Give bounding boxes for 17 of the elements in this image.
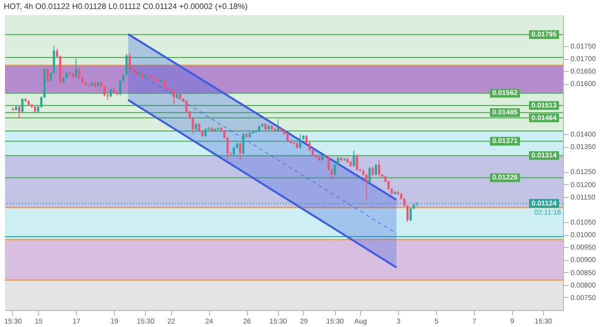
candlestick [21,98,24,113]
candlestick [78,68,80,80]
candlestick [74,58,78,78]
candlestick [128,53,131,70]
candlestick [365,173,368,202]
candlestick [46,68,49,82]
candlestick [352,150,355,168]
candlestick [299,134,302,149]
candlestick [239,142,242,161]
chart-title: HOT, 4h O0.01122 H0.01128 L0.01112 C0.01124 +0.00002 (+0.18%) [4,2,248,11]
candlestick [327,156,330,172]
candlestick [163,78,166,89]
candlestick [242,132,244,155]
candlestick [276,118,280,132]
candlestick [410,206,412,222]
candlestick [18,105,20,120]
candlestick [172,88,175,106]
